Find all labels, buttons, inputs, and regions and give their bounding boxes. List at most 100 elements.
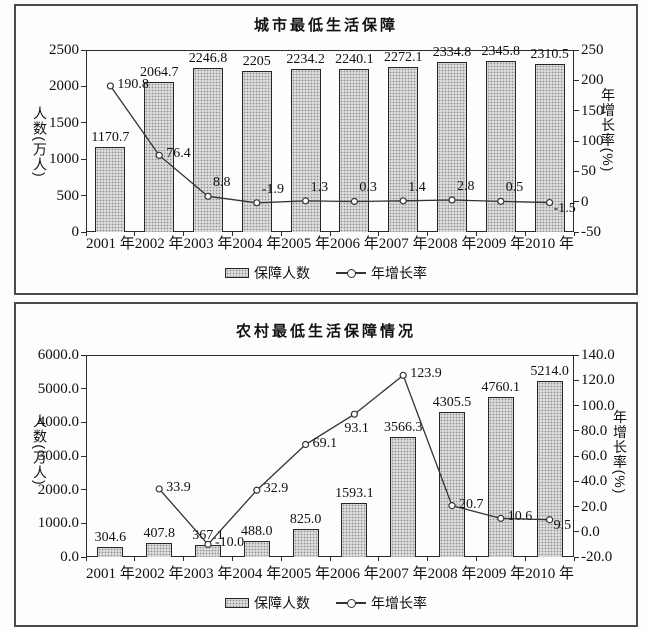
bar — [341, 503, 368, 557]
left-axis-tick-label: 4000.0 — [37, 414, 79, 431]
right-axis-tick-label: 250 — [581, 42, 604, 58]
rural-chart-panel: 农村最低生活保障情况 人数(万人) 年增长率(%) 保障人数 年增长率 6000… — [14, 302, 638, 627]
bar-value-label: 2345.8 — [481, 44, 521, 60]
line-marker — [302, 440, 310, 449]
x-axis-tick — [134, 232, 136, 236]
bar-value-label: 304.6 — [94, 529, 127, 545]
bar — [390, 436, 417, 557]
x-axis-category-label: 2009 年 — [476, 236, 526, 252]
right-axis-title: 年增长率(%) — [600, 87, 616, 173]
bar-value-label: 1593.1 — [335, 486, 374, 502]
legend-label-bars: 保障人数 — [254, 265, 310, 281]
urban-chart-panel: 城市最低生活保障 人数(万人) 年增长率(%) 保障人数 年增长率 250 0 20… — [14, 4, 638, 295]
x-axis-category-label: 2001 年 — [86, 236, 135, 252]
line-marker — [302, 197, 310, 205]
right-axis-tick-label: 20.0 — [581, 498, 608, 515]
left-axis-title: 人数(万人) — [32, 106, 48, 178]
x-axis-category-label: 2006 年 — [330, 236, 379, 252]
left-axis-tick — [81, 195, 86, 197]
x-axis-category-label: 2010 年 — [525, 236, 574, 252]
line-value-label: 69.1 — [312, 435, 338, 451]
line-marker — [155, 151, 163, 159]
bar-series-swatch — [225, 598, 249, 608]
bar — [95, 146, 126, 232]
line-value-label: 1.3 — [310, 179, 329, 195]
line-value-label: 1.4 — [408, 179, 426, 195]
left-axis-tick-label: 500 — [56, 187, 80, 204]
line-value-label: 9.5 — [553, 517, 572, 533]
right-axis-tick-label: -50 — [581, 224, 601, 240]
line-series-swatch — [336, 268, 366, 278]
x-axis-tick — [134, 557, 136, 561]
left-axis-tick-label: 1000 — [49, 151, 79, 168]
line-marker — [253, 199, 261, 207]
line-value-label: 10.6 — [507, 509, 533, 525]
legend-item-line: 年增长率 — [336, 263, 427, 283]
x-axis-tick — [524, 557, 526, 561]
left-axis-tick-label: 1000.0 — [37, 515, 79, 532]
right-axis-tick — [574, 79, 579, 81]
legend: 保障人数 年增长率 — [16, 593, 636, 613]
legend-item-line: 年增长率 — [336, 593, 427, 613]
line-value-label: 0.5 — [505, 180, 524, 196]
left-axis-tick-label: 0 — [71, 224, 80, 240]
left-axis-tick-label: 6000.0 — [37, 347, 79, 363]
right-axis-tick — [574, 405, 579, 406]
left-axis-tick — [81, 354, 86, 356]
legend-item-bars: 保障人数 — [225, 593, 310, 613]
bar-value-label: 2310.5 — [530, 46, 569, 62]
right-axis-tick-label: 0.0 — [581, 523, 600, 540]
left-axis-tick-label: 5000.0 — [37, 380, 79, 397]
right-axis-tick-label: 40.0 — [581, 473, 608, 490]
bar — [292, 529, 319, 557]
x-axis-category-label: 2004 年 — [232, 236, 282, 252]
line-marker — [448, 502, 456, 510]
left-axis-tick-label: 0.0 — [60, 549, 79, 565]
bar-value-label: 407.8 — [143, 526, 175, 542]
line-value-label: 93.1 — [344, 421, 369, 437]
plot-area — [86, 355, 574, 557]
bar — [487, 396, 514, 557]
line-marker — [350, 410, 358, 418]
left-axis-tick — [81, 421, 86, 423]
bar-value-label: 825.0 — [289, 512, 322, 528]
line-value-label: 20.7 — [459, 496, 484, 512]
x-axis-tick — [85, 232, 87, 236]
x-axis-category-label: 2008 年 — [427, 236, 477, 252]
line-value-label: 2.8 — [457, 178, 475, 194]
bar-value-label: 2272.1 — [383, 49, 423, 65]
legend-label-line: 年增长率 — [371, 265, 427, 281]
right-axis-tick — [574, 49, 579, 51]
left-axis-tick — [81, 231, 86, 233]
line-series-swatch — [336, 598, 366, 608]
right-axis-tick-label: 150 — [581, 102, 604, 119]
left-axis-tick — [81, 388, 86, 390]
line-marker — [448, 196, 456, 204]
x-axis-tick — [378, 557, 380, 561]
right-axis-tick — [574, 231, 579, 233]
right-axis-tick-label: 50 — [581, 163, 596, 180]
line-marker-icon — [346, 598, 356, 608]
right-axis-tick — [574, 430, 579, 432]
bar — [388, 66, 419, 232]
chart-title-urban: 城市最低生活保障 — [253, 17, 398, 34]
x-axis-category-label: 2008 年 — [427, 566, 477, 582]
right-axis-tick — [574, 140, 579, 142]
right-axis-tick-label: 60.0 — [581, 448, 608, 464]
growth-rate-line — [106, 82, 554, 207]
x-axis-tick — [329, 557, 331, 561]
bar-value-label: 4305.5 — [432, 395, 472, 411]
right-axis-tick — [574, 480, 579, 482]
x-axis-tick — [475, 232, 477, 236]
right-axis-tick-label: 0 — [581, 193, 589, 210]
left-axis-tick-label: 3000.0 — [37, 448, 79, 464]
bar — [193, 68, 223, 232]
x-axis-tick — [378, 232, 380, 236]
bar-value-label: 2334.8 — [432, 45, 472, 61]
line-value-label: 190.8 — [117, 76, 149, 92]
right-axis-tick — [574, 201, 579, 203]
chart-title-rural: 农村最低生活保障情况 — [235, 323, 416, 340]
line-value-label: -10.0 — [215, 535, 245, 551]
legend-label-bars: 保障人数 — [254, 595, 310, 611]
x-axis-category-label: 2004 年 — [232, 566, 282, 582]
